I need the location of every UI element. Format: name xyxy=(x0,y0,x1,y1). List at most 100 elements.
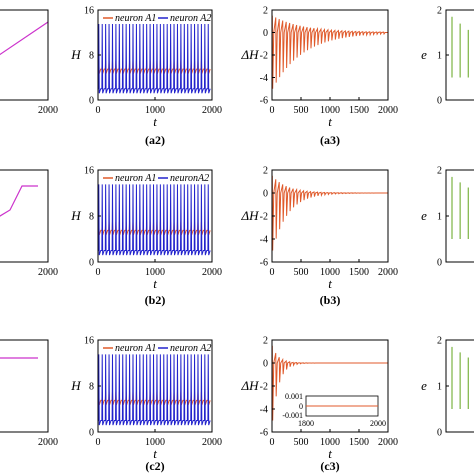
series-line-1 xyxy=(98,184,211,256)
x-axis-label: t xyxy=(153,114,157,129)
y-axis-label: e xyxy=(421,47,427,62)
panel-r2c1: 2000 xyxy=(0,169,58,278)
y-tick-label: 2 xyxy=(437,166,442,177)
series-line-0 xyxy=(272,345,388,421)
y-tick-label: 8 xyxy=(89,212,94,223)
panel-r1c4: 0 1 2 e xyxy=(421,6,474,107)
x-tick-label: 500 xyxy=(294,437,309,448)
y-tick-label: -2 xyxy=(260,212,268,223)
y-tick-label: -2 xyxy=(260,382,268,393)
y-tick-label: 2 xyxy=(263,6,268,17)
y-tick-label: 2 xyxy=(263,336,268,347)
y-tick-label: 0 xyxy=(263,189,268,200)
x-tick-label: 2000 xyxy=(202,437,222,448)
x-tick-label: 2000 xyxy=(378,267,398,278)
inset-x-tick-label: 1800 xyxy=(298,419,314,428)
plot-area xyxy=(98,184,211,256)
y-tick-label: 2 xyxy=(263,166,268,177)
panel-caption: (a3) xyxy=(320,133,340,147)
x-tick-label: 2000 xyxy=(378,105,398,116)
y-tick-label: 8 xyxy=(89,382,94,393)
legend: neuron A1 neuron A2 xyxy=(100,341,211,354)
y-tick-label: 8 xyxy=(89,51,94,62)
y-tick-label: -4 xyxy=(260,73,268,84)
x-tick-label: 1000 xyxy=(320,105,340,116)
x-axis-label: t xyxy=(153,446,157,461)
plot-area xyxy=(451,176,469,239)
y-tick-label: 0 xyxy=(263,28,268,39)
legend-label: neuron A1 xyxy=(115,343,156,354)
y-axis-label: H xyxy=(70,47,81,62)
y-tick-label: 0 xyxy=(263,359,268,370)
y-axis-label: e xyxy=(421,378,427,393)
plot-area xyxy=(98,24,211,94)
inset-y-tick-label: 0.001 xyxy=(285,392,303,401)
series-line-0 xyxy=(272,175,388,251)
panel-caption: (a2) xyxy=(145,133,165,147)
legend-label: neuron A2 xyxy=(170,343,211,354)
y-tick-label: -6 xyxy=(260,428,268,439)
plot-area xyxy=(0,185,38,217)
y-tick-label: 16 xyxy=(84,166,94,177)
y-tick-label: 0 xyxy=(437,428,442,439)
x-tick-label: 2000 xyxy=(38,105,58,116)
legend: neuron A1 neuronA2 xyxy=(100,171,210,184)
x-tick-label: 1000 xyxy=(145,437,165,448)
x-axis-label: t xyxy=(153,276,157,291)
legend-label: neuron A1 xyxy=(115,173,156,184)
x-tick-label: 1000 xyxy=(145,267,165,278)
plot-area xyxy=(451,346,469,409)
plot-area xyxy=(272,345,388,421)
legend-label: neuron A1 xyxy=(115,13,156,24)
plot-area xyxy=(98,354,211,426)
y-tick-label: 2 xyxy=(437,336,442,347)
y-tick-label: 1 xyxy=(437,382,442,393)
plot-area xyxy=(451,16,469,78)
series-line-0 xyxy=(0,21,48,56)
x-tick-label: 2000 xyxy=(38,437,58,448)
axes-frame xyxy=(271,169,389,263)
axes-frame xyxy=(0,169,49,263)
axes-frame xyxy=(0,9,49,101)
series-line-1 xyxy=(98,354,211,426)
y-tick-label: -2 xyxy=(260,51,268,62)
x-axis-label: t xyxy=(328,114,332,129)
legend: neuron A1 neuron A2 xyxy=(100,11,211,24)
x-tick-label: 500 xyxy=(294,105,309,116)
x-tick-label: 0 xyxy=(270,105,275,116)
panel-r2c4: 0 1 2 e xyxy=(421,166,474,269)
y-tick-label: 0 xyxy=(89,96,94,107)
panel-r1c2: 0 1000 2000 0 8 16 Ht (a2) neuron A1 neuron A2 xyxy=(70,6,222,148)
y-axis-label: e xyxy=(421,208,427,223)
panel-caption: (c3) xyxy=(320,459,339,473)
panel-r3c4: 0 1 2 e xyxy=(421,336,474,439)
x-tick-label: 1000 xyxy=(145,105,165,116)
plot-area xyxy=(272,15,388,89)
y-axis-label: ΔH xyxy=(240,378,259,393)
panel-r3c3: 0 500 1000 1500 2000-6-4-202ΔHt(c3)0.0010-0.… xyxy=(240,336,398,474)
x-tick-label: 0 xyxy=(96,105,101,116)
y-axis-label: H xyxy=(70,208,81,223)
y-tick-label: 16 xyxy=(84,6,94,17)
y-tick-label: -4 xyxy=(260,235,268,246)
x-tick-label: 2000 xyxy=(378,437,398,448)
panel-r2c2: 0 1000 2000 0 8 16 Ht (b2) neuron A1 neuronA2 xyxy=(70,166,222,308)
y-tick-label: 0 xyxy=(437,258,442,269)
x-tick-label: 1000 xyxy=(320,267,340,278)
panel-caption: (c2) xyxy=(145,459,164,473)
panel-r2c3: 0 500 1000 1500 2000 -6 -4 -2 0 2 ΔH t (b3) xyxy=(240,166,398,308)
y-tick-label: 0 xyxy=(437,96,442,107)
axes-frame xyxy=(0,339,49,433)
panel-r3c1: 2000 xyxy=(0,339,58,448)
y-tick-label: 1 xyxy=(437,212,442,223)
y-axis-label: ΔH xyxy=(240,208,259,223)
x-tick-label: 0 xyxy=(96,437,101,448)
y-tick-label: 16 xyxy=(84,336,94,347)
panel-r3c2: 0 1000 2000 0 8 16 Ht(c2) neuron A1 neuron A2 xyxy=(70,336,222,474)
series-line-1 xyxy=(98,24,211,94)
y-tick-label: 0 xyxy=(89,258,94,269)
series-line-0 xyxy=(0,185,38,217)
panel-r1c1: 2000 xyxy=(0,9,58,116)
panel-r1c3: 0 500 1000 1500 2000 -6 -4 -2 0 2 ΔH t (a3) xyxy=(240,6,398,148)
